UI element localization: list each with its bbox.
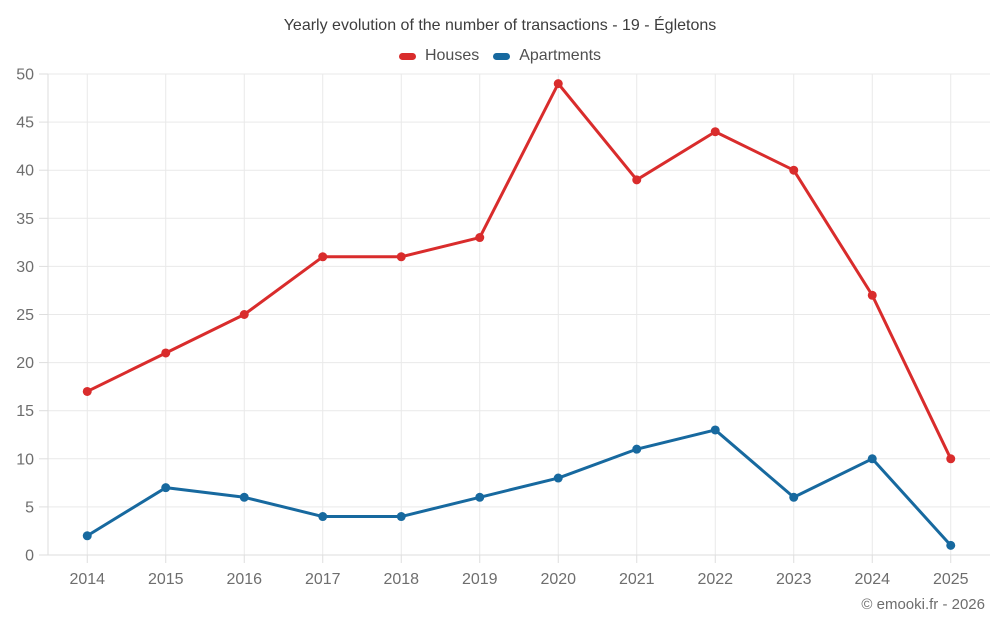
x-tick-label: 2017 (305, 571, 341, 588)
watermark-credit: © emooki.fr - 2026 (861, 596, 985, 613)
houses-point-2015[interactable] (161, 348, 171, 358)
y-tick-label: 10 (16, 451, 34, 468)
x-tick-label: 2021 (619, 571, 655, 588)
y-tick-label: 15 (16, 403, 34, 420)
houses-point-2020[interactable] (553, 79, 563, 89)
apartments-point-2014[interactable] (82, 531, 92, 541)
apartments-point-2024[interactable] (867, 454, 877, 464)
houses-point-2018[interactable] (396, 252, 406, 262)
legend-item-houses[interactable]: Houses (398, 47, 480, 65)
x-tick-label: 2025 (933, 571, 969, 588)
apartments-point-2021[interactable] (632, 444, 642, 454)
x-tick-label: 2019 (462, 571, 498, 588)
x-tick-label: 2023 (776, 571, 812, 588)
x-tick-label: 2020 (540, 571, 576, 588)
houses-line (85, 82, 953, 461)
legend-item-apartments[interactable]: Apartments (493, 47, 601, 65)
chart-title: Yearly evolution of the number of transa… (283, 17, 717, 34)
x-tick-label: 2018 (383, 571, 419, 588)
apartments-series-swatch (493, 52, 511, 60)
apartments-point-2018[interactable] (396, 512, 406, 522)
x-tick-label: 2024 (854, 571, 890, 588)
apartments-point-2020[interactable] (553, 473, 563, 483)
y-tick-label: 45 (16, 115, 34, 132)
apartments-point-2023[interactable] (789, 492, 799, 502)
x-tick-label: 2022 (697, 571, 733, 588)
houses-point-2024[interactable] (867, 290, 877, 300)
apartments-point-2022[interactable] (710, 425, 720, 435)
houses-point-2016[interactable] (239, 310, 249, 319)
houses-series-swatch (398, 52, 416, 60)
y-tick-label: 40 (16, 163, 34, 180)
legend-label-apartments: Apartments (519, 47, 602, 64)
y-tick-label: 20 (16, 355, 34, 372)
houses-point-2022[interactable] (710, 127, 720, 137)
x-tick-label: 2014 (69, 571, 105, 588)
apartments-point-2017[interactable] (318, 512, 328, 522)
apartments-point-2016[interactable] (239, 492, 249, 502)
houses-point-2025[interactable] (946, 454, 956, 464)
y-tick-label: 0 (25, 548, 34, 565)
y-tick-label: 30 (16, 259, 34, 276)
y-tick-label: 50 (16, 67, 34, 84)
x-tick-label: 2016 (226, 571, 262, 588)
houses-point-2023[interactable] (789, 165, 799, 175)
y-tick-label: 25 (16, 307, 34, 324)
y-tick-label: 35 (16, 211, 34, 228)
houses-point-2014[interactable] (82, 386, 92, 396)
houses-point-2019[interactable] (475, 233, 485, 243)
chart-legend: Houses Apartments (0, 47, 1000, 65)
apartments-point-2025[interactable] (946, 540, 956, 550)
y-tick-label: 5 (25, 499, 34, 516)
houses-point-2021[interactable] (632, 175, 642, 185)
houses-point-2017[interactable] (318, 252, 328, 262)
apartments-point-2015[interactable] (161, 483, 171, 493)
apartments-line (85, 428, 953, 547)
legend-label-houses: Houses (424, 47, 480, 64)
x-tick-label: 2015 (148, 571, 184, 588)
apartments-point-2019[interactable] (475, 492, 485, 502)
